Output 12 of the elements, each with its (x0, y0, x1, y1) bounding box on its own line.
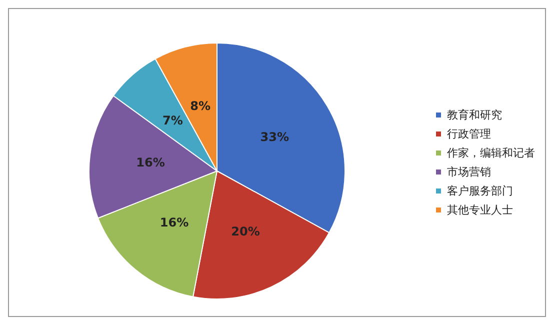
data-label: 33% (260, 130, 290, 144)
data-label: 16% (160, 216, 189, 230)
legend-label: 其他专业人士 (447, 204, 513, 216)
data-label: 7% (162, 114, 183, 128)
legend-label: 客户服务部门 (447, 184, 513, 198)
legend-label: 行政管理 (447, 128, 491, 140)
data-label: 20% (231, 224, 260, 239)
data-label: 16% (136, 156, 165, 170)
data-label: 8% (190, 99, 211, 114)
legend-label: 作家，编辑和记者 (446, 146, 535, 160)
legend-label: 教育和研究 (447, 108, 502, 122)
legend-label: 市场营销 (447, 166, 491, 178)
